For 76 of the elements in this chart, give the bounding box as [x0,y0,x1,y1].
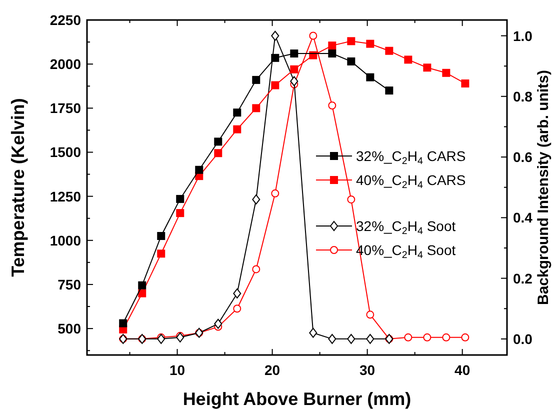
point [309,32,318,40]
point [233,108,242,117]
point [423,333,432,342]
point [252,76,260,84]
y2-tick-label: 0.6 [513,149,533,166]
point [233,125,242,134]
point [328,101,336,110]
y-tick-label: 500 [58,320,82,337]
point [252,194,260,204]
point [366,73,374,82]
legend-label: 40%_C$_{2}$H$_{4}$ CARS [356,172,466,191]
point [366,310,374,319]
x-tick-label: 10 [169,362,186,378]
point [176,194,184,203]
point [404,333,412,342]
y-tick-label: 1750 [50,100,82,116]
point [461,333,470,342]
legend-label: 32%_C$_{2}$H$_{4}$ CARS [356,148,466,167]
point [233,304,242,313]
y-tick-label: 2250 [50,12,82,28]
point [442,333,450,342]
point [157,334,166,344]
point [385,86,394,95]
point [404,56,412,64]
point [252,104,260,112]
y2-tick-label: 0.4 [513,210,533,226]
point [366,334,374,344]
point [214,138,222,146]
point [176,332,184,342]
point [347,37,356,46]
point [423,64,432,72]
point [328,42,336,50]
point [347,195,356,204]
point [442,68,450,77]
y-tick-label: 1000 [50,232,82,248]
point [290,65,298,74]
point [119,319,128,328]
x-tick-label: 20 [264,362,280,378]
y-tick-label: 1500 [50,144,82,160]
y-axis-title: Temperature (Kelvin) [8,98,28,277]
legend-label: 32%_C$_{2}$H$_{4}$ Soot [356,218,456,237]
point [233,288,242,298]
y-tick-label: 750 [58,276,82,292]
x-axis-title: Height Above Burner (mm) [182,389,412,409]
point [138,281,146,290]
point [138,289,146,298]
point [195,166,204,174]
point [347,334,356,344]
point [271,189,280,198]
point [328,50,336,58]
point [176,209,184,218]
point [157,232,166,240]
point [309,328,318,338]
y-tick-label: 2000 [50,56,82,72]
y2-tick-label: 1.0 [513,28,533,44]
point [271,30,280,41]
point [290,50,298,58]
point [271,81,280,90]
point [271,54,280,62]
point [290,76,298,86]
point [252,265,260,274]
x-tick-label: 40 [454,362,470,378]
y2-tick-label: 0.2 [513,270,533,286]
point [214,318,222,329]
point [461,79,470,88]
x-tick-label: 30 [360,362,376,378]
point [385,46,394,55]
point [328,334,336,344]
point [366,40,374,48]
y-tick-label: 1250 [50,188,82,204]
y2-tick-label: 0.8 [513,88,533,104]
y2-tick-label: 0.0 [513,330,533,347]
y2-axis-title: Background Intensity (arb. units) [535,70,552,306]
point [214,149,222,158]
point [157,250,166,258]
point [347,57,356,66]
